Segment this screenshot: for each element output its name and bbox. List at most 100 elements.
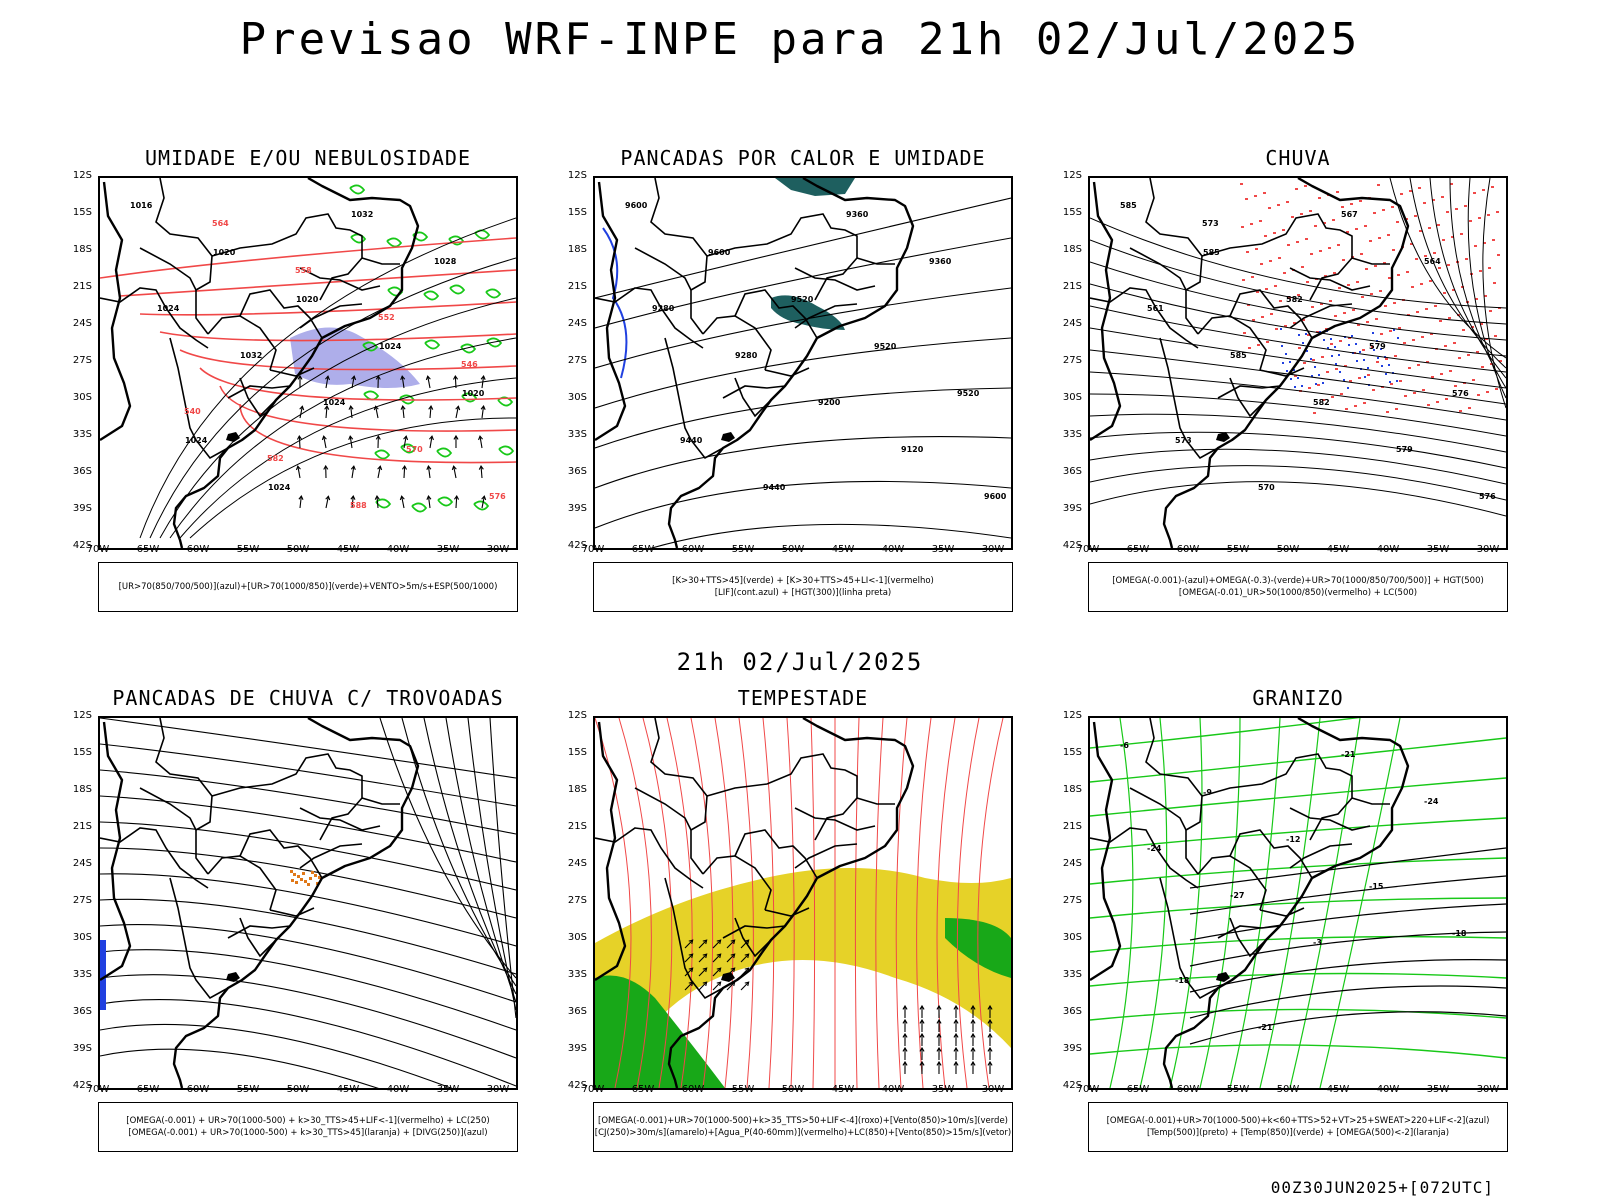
contour-label: 1028 — [434, 257, 457, 266]
lat-tick-label: 33S — [72, 969, 92, 980]
legend-box: [K>30+TTS>45](verde) + [K>30+TTS>45+LI<-… — [593, 562, 1013, 612]
contour-label: -6 — [1120, 741, 1129, 750]
lon-tick-label: 50W — [781, 1084, 805, 1095]
contour-label: 9600 — [708, 248, 731, 257]
legend-line: [OMEGA(-0.001) + UR>70(1000-500) + k>30_… — [126, 1116, 490, 1126]
lon-tick-label: 65W — [136, 1084, 160, 1095]
panel-title: UMIDADE E/OU NEBULOSIDADE — [144, 146, 472, 170]
lat-tick-label: 33S — [1062, 969, 1082, 980]
lon-tick-label: 35W — [931, 544, 955, 555]
lon-tick-label: 65W — [631, 1084, 655, 1095]
lon-tick-label: 60W — [1176, 544, 1200, 555]
lon-tick-label: 70W — [86, 544, 110, 555]
contour-label: 579 — [1396, 445, 1413, 454]
lat-tick-label: 42S — [72, 540, 92, 551]
contour-label: 1024 — [157, 304, 180, 313]
lat-tick-label: 18S — [567, 784, 587, 795]
lat-tick-label: 36S — [72, 1006, 92, 1017]
lat-tick-label: 12S — [1062, 170, 1082, 181]
lon-tick-label: 35W — [1426, 1084, 1450, 1095]
contour-label: -18 — [1452, 929, 1467, 938]
lat-tick-label: 24S — [1062, 858, 1082, 869]
legend-box: [OMEGA(-0.001)+UR>70(1000-500)+k<60+TTS>… — [1088, 1102, 1508, 1152]
contour-label: 585 — [1120, 201, 1137, 210]
lat-tick-label: 42S — [567, 1080, 587, 1091]
lat-tick-label: 36S — [1062, 1006, 1082, 1017]
lat-tick-label: 18S — [72, 784, 92, 795]
contour-label: 585 — [1230, 351, 1247, 360]
contour-label: 579 — [1369, 342, 1386, 351]
lat-tick-label: 42S — [72, 1080, 92, 1091]
lat-tick-label: 15S — [1062, 747, 1082, 758]
contour-label: 570 — [406, 445, 423, 454]
map-area — [593, 716, 1013, 1090]
lat-tick-label: 27S — [1062, 895, 1082, 906]
lon-tick-label: 65W — [1126, 544, 1150, 555]
lat-tick-label: 12S — [567, 170, 587, 181]
lon-tick-label: 45W — [336, 544, 360, 555]
contour-label: 1020 — [462, 389, 485, 398]
legend-line: [Temp(500)](preto) + [Temp(850)](verde) … — [1146, 1128, 1450, 1138]
contour-label: 561 — [1147, 304, 1164, 313]
legend-line: [CJ(250)>30m/s](amarelo)+[Agua_P(40-60mm… — [594, 1128, 1012, 1138]
lon-tick-label: 50W — [286, 1084, 310, 1095]
contour-label: 552 — [378, 313, 395, 322]
lat-tick-label: 15S — [567, 207, 587, 218]
lat-tick-label: 39S — [72, 503, 92, 514]
lon-tick-label: 70W — [86, 1084, 110, 1095]
lon-tick-label: 30W — [1476, 1084, 1500, 1095]
map-svg — [595, 718, 1011, 1088]
contour-label: 1020 — [296, 295, 319, 304]
legend-line: [UR>70(850/700/500)](azul)+[UR>70(1000/8… — [118, 582, 498, 592]
lat-tick-label: 27S — [567, 355, 587, 366]
panel-title: PANCADAS POR CALOR E UMIDADE — [620, 146, 986, 170]
lon-tick-label: 40W — [881, 1084, 905, 1095]
legend-box: [OMEGA(-0.001)-(azul)+OMEGA(-0.3)-(verde… — [1088, 562, 1508, 612]
contour-label: 9520 — [957, 389, 980, 398]
lon-tick-label: 45W — [1326, 544, 1350, 555]
lat-tick-label: 27S — [72, 355, 92, 366]
contour-label: 573 — [1202, 219, 1219, 228]
lon-tick-label: 55W — [731, 1084, 755, 1095]
contour-label: 546 — [461, 360, 478, 369]
lon-tick-label: 30W — [981, 1084, 1005, 1095]
contour-label: 9600 — [984, 492, 1007, 501]
lon-tick-label: 35W — [436, 544, 460, 555]
lon-tick-label: 30W — [1476, 544, 1500, 555]
lon-tick-label: 70W — [581, 1084, 605, 1095]
lon-tick-label: 55W — [731, 544, 755, 555]
lat-tick-label: 21S — [1062, 821, 1082, 832]
lat-tick-label: 12S — [1062, 710, 1082, 721]
contour-label: 9520 — [874, 342, 897, 351]
lat-tick-label: 33S — [567, 969, 587, 980]
contour-label: 558 — [295, 266, 312, 275]
map-area: 585 585 582 579 576 573 570 567 564 561 585 582 579 5… — [1088, 176, 1508, 550]
legend-line: [LIF](cont.azul) + [HGT(300)](linha pret… — [714, 588, 892, 598]
lat-tick-label: 39S — [567, 1043, 587, 1054]
contour-label: 570 — [1258, 483, 1275, 492]
lat-tick-label: 30S — [72, 392, 92, 403]
lon-tick-label: 55W — [236, 1084, 260, 1095]
contour-label: 1024 — [185, 436, 208, 445]
lon-tick-label: 50W — [1276, 544, 1300, 555]
panel-title: PANCADAS DE CHUVA C/ TROVOADAS — [112, 686, 504, 710]
lat-tick-label: 24S — [567, 318, 587, 329]
lat-tick-label: 36S — [1062, 466, 1082, 477]
lat-tick-label: 24S — [72, 858, 92, 869]
contour-label: 9520 — [791, 295, 814, 304]
contour-label: -27 — [1230, 891, 1244, 900]
contour-label: 582 — [1313, 398, 1330, 407]
contour-label: 582 — [1286, 295, 1303, 304]
lat-tick-label: 18S — [567, 244, 587, 255]
legend-line: [K>30+TTS>45](verde) + [K>30+TTS>45+LI<-… — [672, 576, 934, 586]
lat-tick-label: 12S — [72, 170, 92, 181]
contour-label: 582 — [267, 454, 284, 463]
lon-tick-label: 30W — [981, 544, 1005, 555]
lon-tick-label: 65W — [631, 544, 655, 555]
contour-label: 1032 — [351, 210, 373, 219]
contour-label: 9280 — [652, 304, 675, 313]
legend-line: [OMEGA(-0.001)+UR>70(1000-500)+k<60+TTS>… — [1106, 1116, 1490, 1126]
contour-label: 588 — [350, 501, 367, 510]
lon-tick-label: 60W — [1176, 1084, 1200, 1095]
lon-tick-label: 60W — [186, 544, 210, 555]
